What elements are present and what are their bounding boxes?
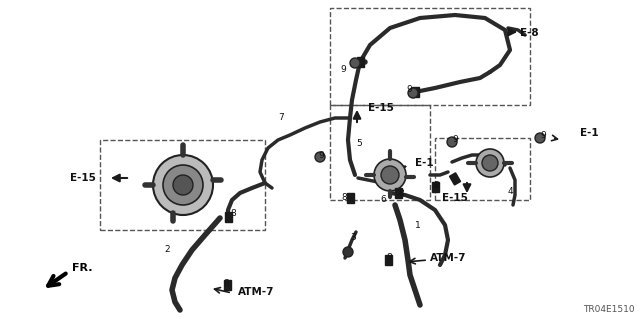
Text: 7: 7 <box>278 114 284 122</box>
Text: E-15: E-15 <box>368 103 394 113</box>
Circle shape <box>535 133 545 143</box>
Text: 8: 8 <box>386 254 392 263</box>
Bar <box>356 57 364 67</box>
Bar <box>431 182 438 192</box>
Text: FR.: FR. <box>72 263 93 273</box>
Bar <box>225 212 232 222</box>
Text: 1: 1 <box>415 220 420 229</box>
Circle shape <box>447 137 457 147</box>
Text: E-1: E-1 <box>580 128 598 138</box>
Text: 2: 2 <box>164 246 170 255</box>
Text: ATM-7: ATM-7 <box>238 287 275 297</box>
Text: 8: 8 <box>230 210 236 219</box>
Circle shape <box>343 247 353 257</box>
Circle shape <box>381 166 399 184</box>
Bar <box>100 140 265 230</box>
Circle shape <box>315 152 325 162</box>
Circle shape <box>374 159 406 191</box>
Bar <box>346 193 353 203</box>
Text: 9: 9 <box>406 85 412 94</box>
Text: 9: 9 <box>452 136 458 145</box>
Text: 8: 8 <box>433 181 439 189</box>
Circle shape <box>482 155 498 171</box>
Bar <box>330 105 430 200</box>
Text: 6: 6 <box>380 196 386 204</box>
Circle shape <box>350 58 360 68</box>
Bar <box>435 138 530 200</box>
Text: TR04E1510: TR04E1510 <box>584 305 635 314</box>
Bar <box>223 280 230 290</box>
Text: 3: 3 <box>350 234 356 242</box>
Text: 9: 9 <box>540 130 546 139</box>
Text: 8: 8 <box>398 189 404 198</box>
Circle shape <box>476 149 504 177</box>
Text: 5: 5 <box>356 138 362 147</box>
Bar <box>412 87 419 97</box>
Text: 8: 8 <box>223 279 228 288</box>
Bar <box>449 173 461 185</box>
Text: 4: 4 <box>508 188 514 197</box>
Circle shape <box>173 175 193 195</box>
Text: E-8: E-8 <box>520 28 539 38</box>
Text: E-15: E-15 <box>70 173 96 183</box>
Bar <box>330 8 530 105</box>
Text: 9: 9 <box>340 65 346 75</box>
Circle shape <box>153 155 213 215</box>
Text: E-15: E-15 <box>442 193 468 203</box>
Text: 8: 8 <box>341 194 347 203</box>
Text: E-1: E-1 <box>415 158 434 168</box>
Bar <box>394 188 401 198</box>
Text: 9: 9 <box>318 151 324 160</box>
Circle shape <box>408 88 418 98</box>
Circle shape <box>163 165 203 205</box>
Text: ATM-7: ATM-7 <box>430 253 467 263</box>
Bar <box>385 255 392 265</box>
